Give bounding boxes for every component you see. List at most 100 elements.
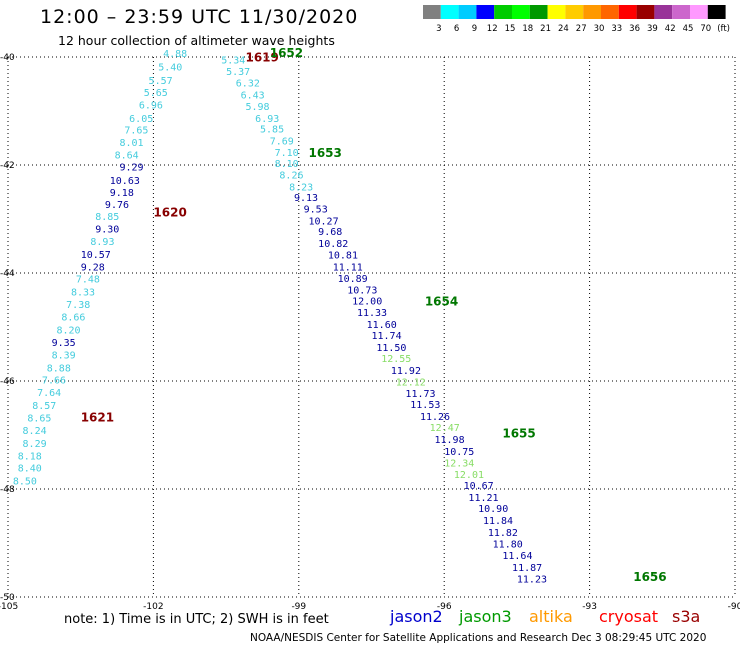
page-title: 12:00 – 23:59 UTC 11/30/2020 (40, 6, 359, 28)
scale-swatch (423, 5, 441, 19)
pass-id-label: 1652 (270, 46, 303, 60)
lon-tick-label: -90 (728, 602, 740, 610)
legend-jason3: jason3 (459, 607, 512, 626)
wave-height-value: 10.27 (308, 216, 338, 227)
scale-swatch (529, 5, 548, 19)
legend-cryosat: cryosat (599, 607, 659, 626)
wave-height-value: 5.34 (221, 55, 245, 66)
scale-label: 18 (522, 24, 533, 34)
map-plot: -105 -102 -99 -96 -93 -90 -40 -42 -44 -46 -48 -50 4.… (0, 46, 740, 610)
wave-height-value: 11.92 (391, 366, 421, 377)
wave-height-value: 5.65 (144, 88, 168, 99)
wave-height-value: 7.64 (37, 388, 61, 399)
wave-height-value: 8.88 (47, 363, 71, 374)
wave-height-value: 5.85 (260, 125, 284, 136)
wave-height-value: 10.90 (478, 504, 508, 515)
wave-height-value: 11.87 (512, 563, 542, 574)
wave-height-value: 12.12 (396, 377, 426, 388)
scale-label: 30 (594, 24, 605, 34)
page-subtitle: 12 hour collection of altimeter wave hei… (58, 33, 335, 48)
scale-swatch (672, 5, 690, 19)
scale-label: 39 (647, 24, 658, 34)
wave-height-value: 6.43 (241, 91, 265, 102)
wave-height-value: 8.20 (56, 325, 80, 336)
wave-height-value: 8.23 (289, 182, 313, 193)
wave-height-value: 8.33 (71, 288, 95, 299)
scale-swatch (583, 5, 601, 19)
wave-height-value: 7.66 (42, 376, 66, 387)
wave-height-value: 12.47 (430, 423, 460, 434)
lat-tick-label: -44 (0, 269, 15, 279)
wave-height-value: 7.48 (76, 275, 100, 286)
scale-label: 9 (472, 24, 477, 34)
wave-height-value: 11.11 (333, 262, 363, 273)
wave-height-value: 8.26 (279, 171, 303, 182)
wave-height-value: 11.80 (493, 539, 523, 550)
wave-height-value: 10.57 (81, 250, 111, 261)
lat-tick-label: -42 (0, 161, 15, 171)
wave-height-value: 11.82 (488, 528, 518, 539)
wave-height-value: 4.88 (163, 49, 187, 60)
wave-height-value: 8.24 (23, 426, 47, 437)
pass-id-label: 1654 (425, 294, 458, 308)
legend-altika: altika (529, 607, 573, 626)
wave-height-value: 9.18 (110, 188, 134, 199)
wave-height-value: 10.89 (338, 274, 368, 285)
wave-height-value: 11.60 (367, 320, 397, 331)
pass-id-label: 1655 (502, 427, 535, 441)
wave-height-value: 9.68 (318, 227, 342, 238)
wave-height-value: 9.29 (119, 162, 143, 173)
wave-height-value: 11.64 (502, 551, 532, 562)
lon-tick-label: -93 (582, 602, 597, 610)
legend-jason2: jason2 (390, 607, 443, 626)
wave-height-value: 7.65 (124, 126, 148, 137)
pass-id-label: 1653 (308, 146, 341, 160)
wave-height-value: 9.76 (105, 200, 129, 211)
wave-height-value: 11.74 (372, 331, 402, 342)
wave-height-value: 12.01 (454, 470, 484, 481)
pass-id-label: 1621 (81, 411, 114, 425)
wave-height-value: 8.01 (119, 138, 143, 149)
pass-id-label: 1656 (633, 570, 666, 584)
wave-height-value: 12.34 (444, 458, 474, 469)
wave-height-value: 10.82 (318, 239, 348, 250)
scale-label: 70 (700, 24, 711, 34)
wave-height-value: 12.55 (381, 354, 411, 365)
wave-height-value: 5.57 (149, 76, 173, 87)
scale-label: 33 (611, 24, 622, 34)
lat-tick-label: -50 (0, 593, 15, 603)
scale-label: 21 (540, 24, 551, 34)
wave-height-value: 8.64 (115, 151, 139, 162)
lon-tick-label: -96 (437, 602, 452, 610)
wave-height-value: 8.66 (61, 313, 85, 324)
wave-height-value: 11.23 (517, 574, 547, 585)
scale-swatch (565, 5, 584, 19)
wave-height-value: 9.53 (304, 205, 328, 216)
scale-swatch (618, 5, 637, 19)
lon-tick-label: -102 (143, 602, 163, 610)
scale-swatch (494, 5, 512, 19)
wave-height-value: 11.98 (435, 435, 465, 446)
lon-tick-label: -99 (291, 602, 306, 610)
wave-height-value: 11.73 (405, 389, 435, 400)
wave-height-value: 8.50 (13, 477, 37, 488)
wave-height-value: 7.38 (66, 300, 90, 311)
footnote: note: 1) Time is in UTC; 2) SWH is in fe… (64, 612, 329, 627)
wave-height-value: 8.85 (95, 212, 119, 223)
scale-swatch (636, 5, 655, 19)
legend-s3a: s3a (672, 607, 701, 626)
credit-line: NOAA/NESDIS Center for Satellite Applica… (250, 632, 707, 644)
wave-height-value: 10.81 (328, 250, 358, 261)
wave-height-value: 8.40 (18, 464, 42, 475)
scale-swatch (601, 5, 619, 19)
wave-height-value: 9.13 (294, 193, 318, 204)
wave-height-value: 11.26 (420, 412, 450, 423)
wave-height-value: 8.18 (18, 451, 42, 462)
wave-height-value: 8.57 (32, 401, 56, 412)
scale-label: 3 (436, 24, 441, 34)
wave-height-value: 11.84 (483, 516, 513, 527)
wave-height-value: 9.35 (52, 338, 76, 349)
wave-height-value: 9.28 (81, 262, 105, 273)
wave-height-value: 8.29 (23, 439, 47, 450)
lat-tick-label: -40 (0, 53, 15, 63)
